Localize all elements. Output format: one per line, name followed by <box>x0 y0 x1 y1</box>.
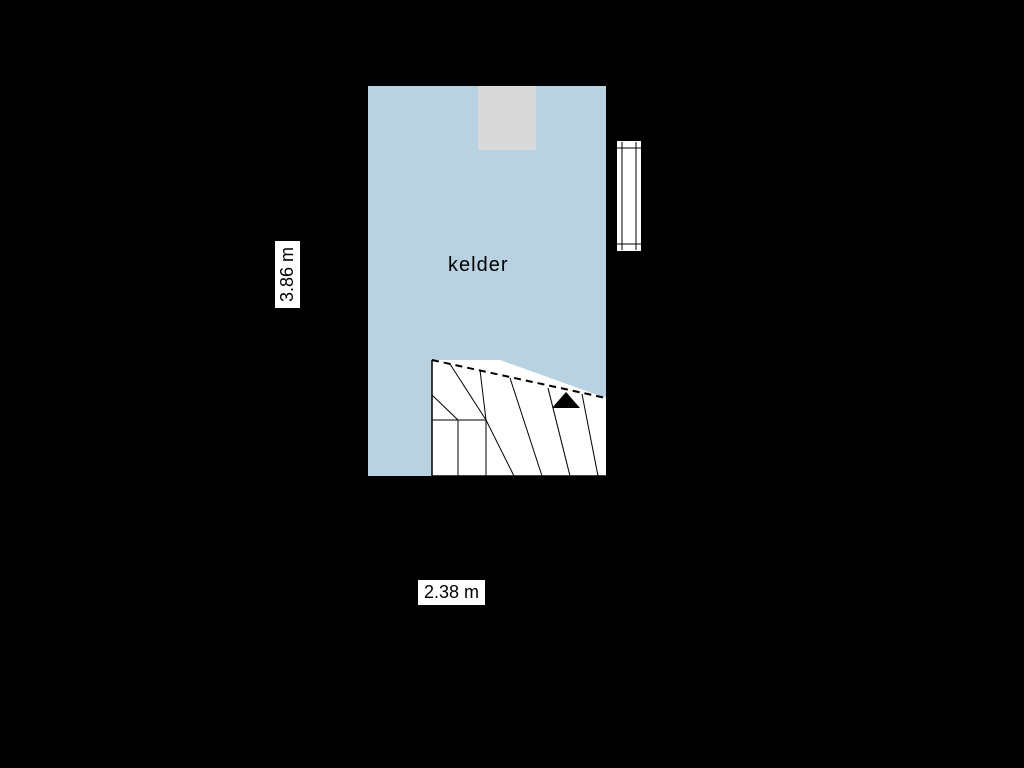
room-label: kelder <box>448 254 508 277</box>
fixture-block <box>478 86 536 150</box>
window-frame <box>616 140 642 252</box>
dimension-width-label: 2.38 m <box>418 580 485 605</box>
dimension-height-label: 3.86 m <box>275 241 300 308</box>
floorplan-svg <box>0 0 1024 768</box>
floorplan-canvas: kelder 3.86 m 2.38 m <box>0 0 1024 768</box>
